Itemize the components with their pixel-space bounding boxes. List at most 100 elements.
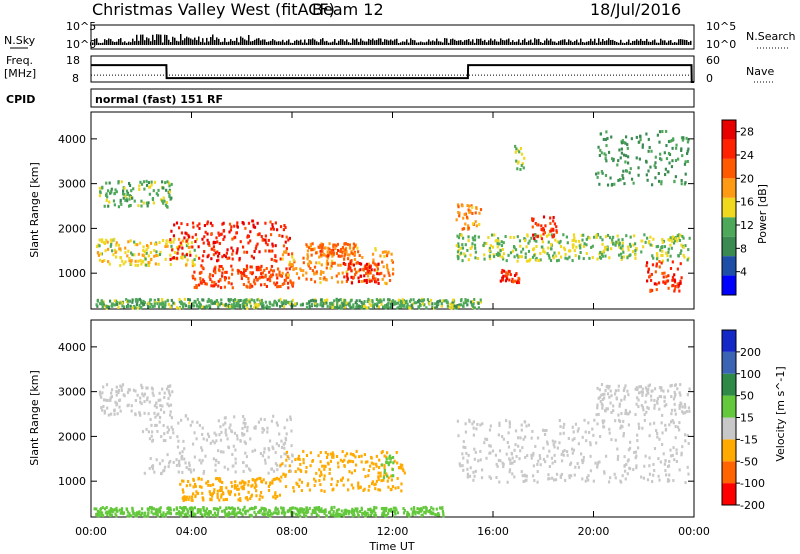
heatmap-cell <box>231 237 234 241</box>
heatmap-cell <box>234 235 237 239</box>
heatmap-cell <box>651 263 655 267</box>
heatmap-cell <box>353 244 357 248</box>
heatmap-cell <box>332 510 335 514</box>
heatmap-cell <box>243 301 246 305</box>
heatmap-cell <box>241 302 244 306</box>
heatmap-cell <box>219 450 223 454</box>
heatmap-cell <box>136 243 139 247</box>
noise-sample <box>564 39 566 45</box>
heatmap-cell <box>673 394 677 398</box>
cpid-bar <box>90 88 695 108</box>
heatmap-cell <box>191 302 194 306</box>
heatmap-cell <box>668 238 671 242</box>
heatmap-cell <box>351 507 354 511</box>
heatmap-cell <box>519 244 522 248</box>
noise-sample <box>288 39 290 45</box>
heatmap-cell <box>634 456 637 460</box>
heatmap-cell <box>674 175 677 179</box>
heatmap-cell <box>542 249 545 253</box>
heatmap-cell <box>603 470 606 474</box>
heatmap-cell <box>98 194 102 198</box>
heatmap-cell <box>221 255 224 259</box>
heatmap-cell <box>267 446 270 450</box>
heatmap-cell <box>241 513 244 517</box>
heatmap-cell <box>382 476 386 480</box>
noise-sample <box>314 39 316 45</box>
heatmap-cell <box>191 235 194 239</box>
heatmap-cell <box>324 299 327 303</box>
heatmap-cell <box>242 283 245 287</box>
heatmap-cell <box>616 241 619 245</box>
heatmap-cell <box>281 257 284 261</box>
heatmap-cell <box>242 415 245 419</box>
colorbar-tick-label: -15 <box>740 433 758 446</box>
heatmap-cell <box>667 151 671 155</box>
heatmap-cell <box>606 384 609 388</box>
heatmap-cell <box>553 453 556 457</box>
heatmap-cell <box>198 226 201 230</box>
heatmap-cell <box>172 240 175 244</box>
heatmap-cell <box>490 233 494 237</box>
heatmap-cell <box>206 300 209 304</box>
noise-sample <box>120 38 122 45</box>
heatmap-cell <box>677 285 680 289</box>
heatmap-cell <box>264 481 268 485</box>
heatmap-cell <box>574 465 577 469</box>
heatmap-cell <box>646 390 649 394</box>
heatmap-cell <box>159 408 163 412</box>
noise-sample <box>558 41 560 45</box>
heatmap-cell <box>151 430 154 434</box>
heatmap-cell <box>645 173 648 177</box>
noise-sample <box>640 38 642 45</box>
heatmap-cell <box>642 245 645 249</box>
heatmap-cell <box>311 242 314 246</box>
noise-sample <box>552 41 554 45</box>
heatmap-cell <box>527 241 530 245</box>
heatmap-cell <box>602 137 605 141</box>
heatmap-cell <box>467 226 470 230</box>
noise-sample <box>544 40 546 45</box>
heatmap-cell <box>206 232 209 236</box>
colorbar-tick-label: 16 <box>740 196 754 209</box>
colorbar-tick-label: -50 <box>740 455 758 468</box>
heatmap-cell <box>163 391 166 395</box>
heatmap-cell <box>329 267 332 271</box>
heatmap-cell <box>608 395 611 399</box>
heatmap-cell <box>383 250 386 254</box>
heatmap-cell <box>681 445 684 449</box>
heatmap-cell <box>337 254 340 258</box>
heatmap-cell <box>358 254 361 258</box>
heatmap-cell <box>218 264 221 268</box>
heatmap-cell <box>623 463 626 467</box>
noise-sample <box>414 40 416 45</box>
heatmap-cell <box>249 283 252 287</box>
heatmap-cell <box>150 465 154 469</box>
heatmap-cell <box>645 132 648 136</box>
heatmap-cell <box>127 304 130 308</box>
heatmap-cell <box>180 231 184 235</box>
heatmap-cell <box>131 306 134 310</box>
heatmap-cell <box>636 396 639 400</box>
heatmap-cell <box>674 285 677 289</box>
heatmap-cell <box>366 460 369 464</box>
heatmap-cell <box>157 298 160 302</box>
heatmap-cell <box>197 283 201 287</box>
heatmap-cell <box>608 384 611 388</box>
colorbar-tick-label: 8 <box>740 242 747 255</box>
heatmap-cell <box>457 257 460 261</box>
heatmap-cell <box>211 280 214 284</box>
station-title: Christmas Valley West (fitACF) <box>92 0 335 19</box>
noise-sample <box>164 34 166 45</box>
noise-sample <box>616 41 618 45</box>
heatmap-cell <box>138 184 141 188</box>
heatmap-cell <box>279 304 282 308</box>
heatmap-cell <box>363 279 366 283</box>
heatmap-cell <box>241 461 245 465</box>
heatmap-cell <box>672 421 675 425</box>
noise-sample <box>488 40 490 45</box>
heatmap-cell <box>657 171 660 175</box>
heatmap-cell <box>282 228 286 232</box>
heatmap-cell <box>344 508 347 512</box>
heatmap-cell <box>281 282 284 286</box>
heatmap-cell <box>462 227 466 231</box>
